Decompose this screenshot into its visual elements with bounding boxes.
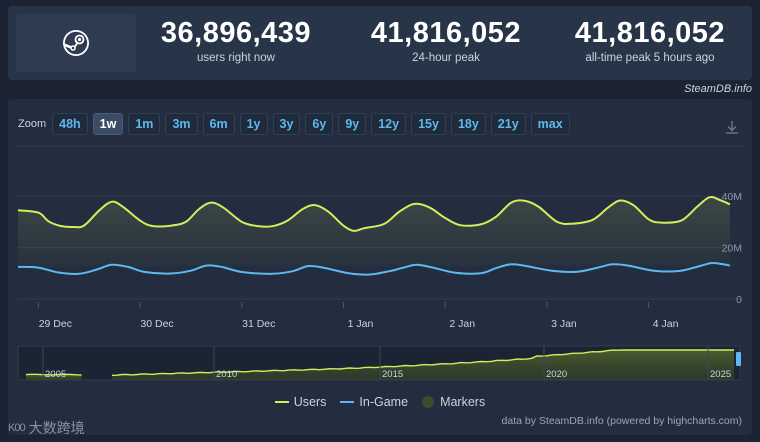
navigator-area [26,374,82,380]
zoom-button-3m[interactable]: 3m [165,113,198,135]
zoom-button-max[interactable]: max [530,113,570,135]
zoom-label: Zoom [18,118,47,130]
x-tick-label: 29 Dec [39,318,72,330]
legend-item-markers[interactable]: Markers [422,395,485,409]
zoom-button-6y[interactable]: 6y [305,113,334,135]
legend-item-in-game[interactable]: In-Game [340,395,408,409]
y-tick-label: 0 [736,294,742,306]
stats-bar: 36,896,439 users right now 41,816,052 24… [8,6,752,80]
stat-label: 24-hour peak [412,52,480,64]
y-tick-label: 40M [722,191,742,203]
x-tick-label: 3 Jan [551,318,577,330]
zoom-button-48h[interactable]: 48h [52,113,88,135]
legend-item-users[interactable]: Users [274,395,327,409]
legend-label: Markers [440,395,486,409]
legend-label: Users [293,395,327,409]
stat-label: users right now [197,52,275,64]
stat-value: 41,816,052 [370,17,522,49]
x-tick-label: 1 Jan [348,318,374,330]
zoom-button-15y[interactable]: 15y [411,113,446,135]
legend: Users In-Game Markers [8,395,752,409]
x-tick-label: 31 Dec [242,318,275,330]
zoom-controls: Zoom 48h 1w 1m 3m 6m 1y 3y 6y 9y 12y 15y 18y 21y max [18,113,575,135]
navigator-tick-label: 2005 [45,369,66,380]
steam-logo[interactable] [16,14,136,72]
zoom-button-1m[interactable]: 1m [128,113,161,135]
navigator-tick-label: 2015 [382,369,403,380]
zoom-button-12y[interactable]: 12y [371,113,407,135]
zoom-button-6m[interactable]: 6m [202,113,235,135]
legend-dot-icon [422,396,435,408]
x-tick-label: 4 Jan [653,318,679,330]
zoom-button-9y[interactable]: 9y [338,113,367,135]
source-label[interactable]: SteamDB.info [684,83,752,95]
watermark-logo: K00 [8,422,26,434]
zoom-button-1w[interactable]: 1w [92,113,124,135]
legend-line-icon [340,401,355,403]
x-tick-label: 30 Dec [140,318,173,330]
chart-credits[interactable]: data by SteamDB.info (powered by highcha… [501,415,742,427]
stat-label: all-time peak 5 hours ago [585,52,715,64]
watermark: K00 大数跨境 [8,418,85,438]
chart-panel: Zoom 48h 1w 1m 3m 6m 1y 3y 6y 9y 12y 15y 18y 21y max … [8,99,752,435]
stat-24h-peak: 41,816,052 24-hour peak [346,16,546,66]
download-icon[interactable] [724,119,740,135]
series-layer [17,195,731,276]
series-users-area [18,196,730,267]
watermark-text: 大数跨境 [28,420,85,436]
zoom-button-21y[interactable]: 21y [490,113,526,135]
navigator-tick-label: 2020 [546,369,567,380]
x-axis-ticks: 29 Dec 30 Dec 31 Dec 1 Jan 2 Jan 3 Jan 4 Jan [37,302,679,330]
series-line-users[interactable] [17,195,731,232]
navigator-tick-label: 2025 [710,369,731,380]
navigator[interactable]: 2005 2010 2015 2020 2025 [17,345,741,381]
stat-value: 36,896,439 [160,17,312,49]
stat-current-users: 36,896,439 users right now [136,16,336,66]
navigator-tick-label: 2010 [216,369,237,380]
legend-label: In-Game [359,395,409,409]
zoom-button-group: 48h 1w 1m 3m 6m 1y 3y 6y 9y 12y 15y 18y 21y max [52,113,575,135]
series-line-in-game[interactable] [17,261,731,276]
x-tick-label: 2 Jan [449,318,475,330]
stat-all-time-peak: 41,816,052 all-time peak 5 hours ago [550,16,750,66]
stat-value: 41,816,052 [574,17,726,49]
navigator-handle[interactable] [736,352,741,366]
legend-line-icon [274,401,289,403]
navigator-line [111,349,734,376]
navigator-line [25,373,82,376]
zoom-button-1y[interactable]: 1y [239,113,268,135]
steam-icon [63,30,89,56]
zoom-button-3y[interactable]: 3y [272,113,301,135]
zoom-button-18y[interactable]: 18y [450,113,486,135]
